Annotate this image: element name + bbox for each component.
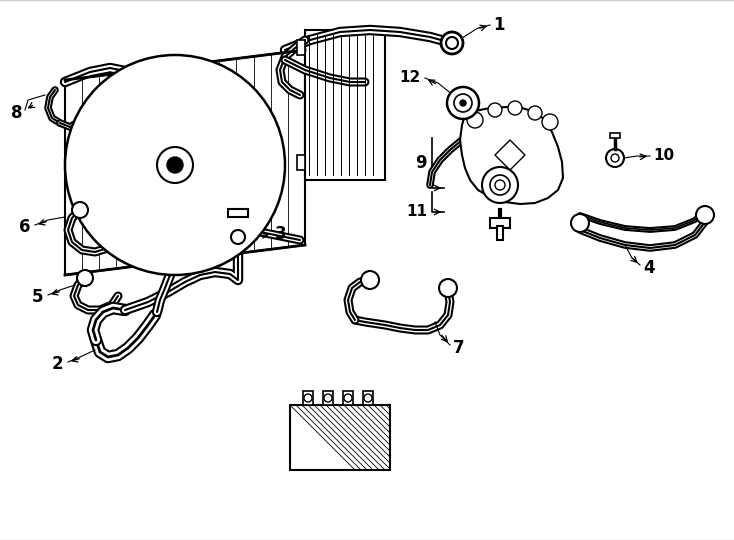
Text: 12: 12 (400, 70, 421, 84)
Polygon shape (460, 107, 563, 204)
Circle shape (482, 167, 518, 203)
Bar (610, 133, 620, 138)
Text: 1: 1 (493, 16, 504, 34)
Circle shape (439, 279, 457, 297)
Circle shape (344, 394, 352, 402)
Circle shape (542, 114, 558, 130)
Text: 4: 4 (643, 259, 655, 277)
Bar (305, 30, 385, 180)
Bar (323, 391, 333, 405)
Circle shape (571, 214, 589, 232)
Bar (497, 226, 503, 240)
Circle shape (454, 94, 472, 112)
Text: 6: 6 (18, 218, 30, 236)
Circle shape (441, 32, 463, 54)
Circle shape (231, 230, 245, 244)
Circle shape (606, 149, 624, 167)
Text: 8: 8 (10, 104, 22, 122)
Bar (297, 40, 305, 55)
Circle shape (157, 147, 193, 183)
Bar (290, 405, 390, 470)
Bar (303, 391, 313, 405)
Circle shape (77, 270, 93, 286)
Circle shape (467, 112, 483, 128)
Circle shape (460, 100, 466, 106)
Circle shape (490, 175, 510, 195)
Text: 11: 11 (406, 205, 427, 219)
Circle shape (65, 55, 285, 275)
Bar (490, 218, 510, 228)
Circle shape (72, 202, 88, 218)
Circle shape (488, 103, 502, 117)
Circle shape (324, 394, 332, 402)
Bar (228, 209, 248, 217)
Circle shape (696, 206, 714, 224)
Text: 3: 3 (275, 225, 286, 243)
Circle shape (167, 157, 183, 173)
Text: 2: 2 (51, 355, 63, 373)
Circle shape (447, 87, 479, 119)
Bar (297, 155, 305, 170)
Text: 9: 9 (415, 154, 427, 172)
Text: 5: 5 (32, 288, 43, 306)
Text: 10: 10 (653, 148, 674, 164)
Bar (343, 391, 353, 405)
Circle shape (508, 101, 522, 115)
Circle shape (364, 394, 372, 402)
Circle shape (304, 394, 312, 402)
Circle shape (361, 271, 379, 289)
Bar (363, 391, 373, 405)
Circle shape (528, 106, 542, 120)
Text: 7: 7 (453, 339, 465, 357)
